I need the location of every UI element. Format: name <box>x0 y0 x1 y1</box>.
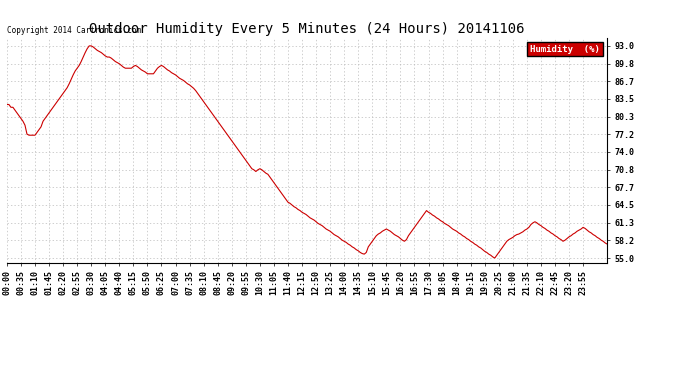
Text: Copyright 2014 Cartronics.com: Copyright 2014 Cartronics.com <box>7 26 141 35</box>
Title: Outdoor Humidity Every 5 Minutes (24 Hours) 20141106: Outdoor Humidity Every 5 Minutes (24 Hou… <box>89 22 525 36</box>
Legend: Humidity  (%): Humidity (%) <box>527 42 602 56</box>
